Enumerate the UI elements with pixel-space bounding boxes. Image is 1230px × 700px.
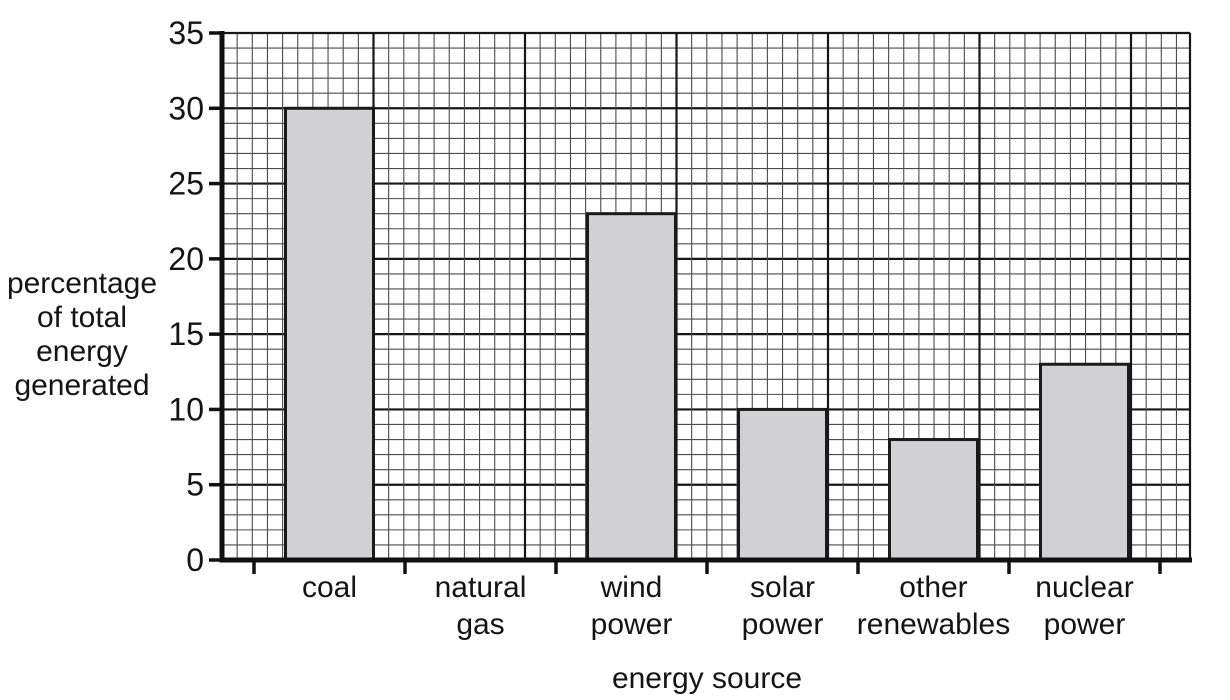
bar-coal [284,106,375,562]
x-category-label-solar-power: solar [750,571,815,604]
y-axis-title-line: of total [37,301,127,334]
y-tick-label: 30 [168,90,204,126]
x-category-label-nuclear-power: nuclear [1035,571,1133,604]
y-axis-title-line: percentage [7,267,157,300]
x-category-label-natural-gas: gas [456,608,504,641]
x-category-label-other-renewables: renewables [857,608,1010,641]
y-axis-title-line: energy [36,335,128,368]
x-axis-title: energy source [612,662,802,695]
x-category-label-wind-power: wind [600,571,663,604]
y-tick-label: 20 [168,241,204,277]
x-category-label-solar-power: power [742,608,824,641]
y-tick-label: 5 [186,467,204,503]
y-axis-title-line: generated [14,369,149,402]
y-tick-label: 10 [168,391,204,427]
bar-nuclear-power [1039,362,1130,562]
bar-other-renewables [888,438,979,562]
bar-solar-power [737,407,828,562]
x-category-label-other-renewables: other [899,571,967,604]
x-category-label-wind-power: power [591,608,673,641]
bar-wind-power [586,212,677,562]
x-category-label-natural-gas: natural [435,571,527,604]
y-tick-label: 35 [168,15,204,51]
y-tick-label: 15 [168,316,204,352]
x-category-label-nuclear-power: power [1044,608,1126,641]
x-category-label-coal: coal [302,571,357,604]
y-tick-label: 25 [168,166,204,202]
y-tick-label: 0 [186,542,204,578]
